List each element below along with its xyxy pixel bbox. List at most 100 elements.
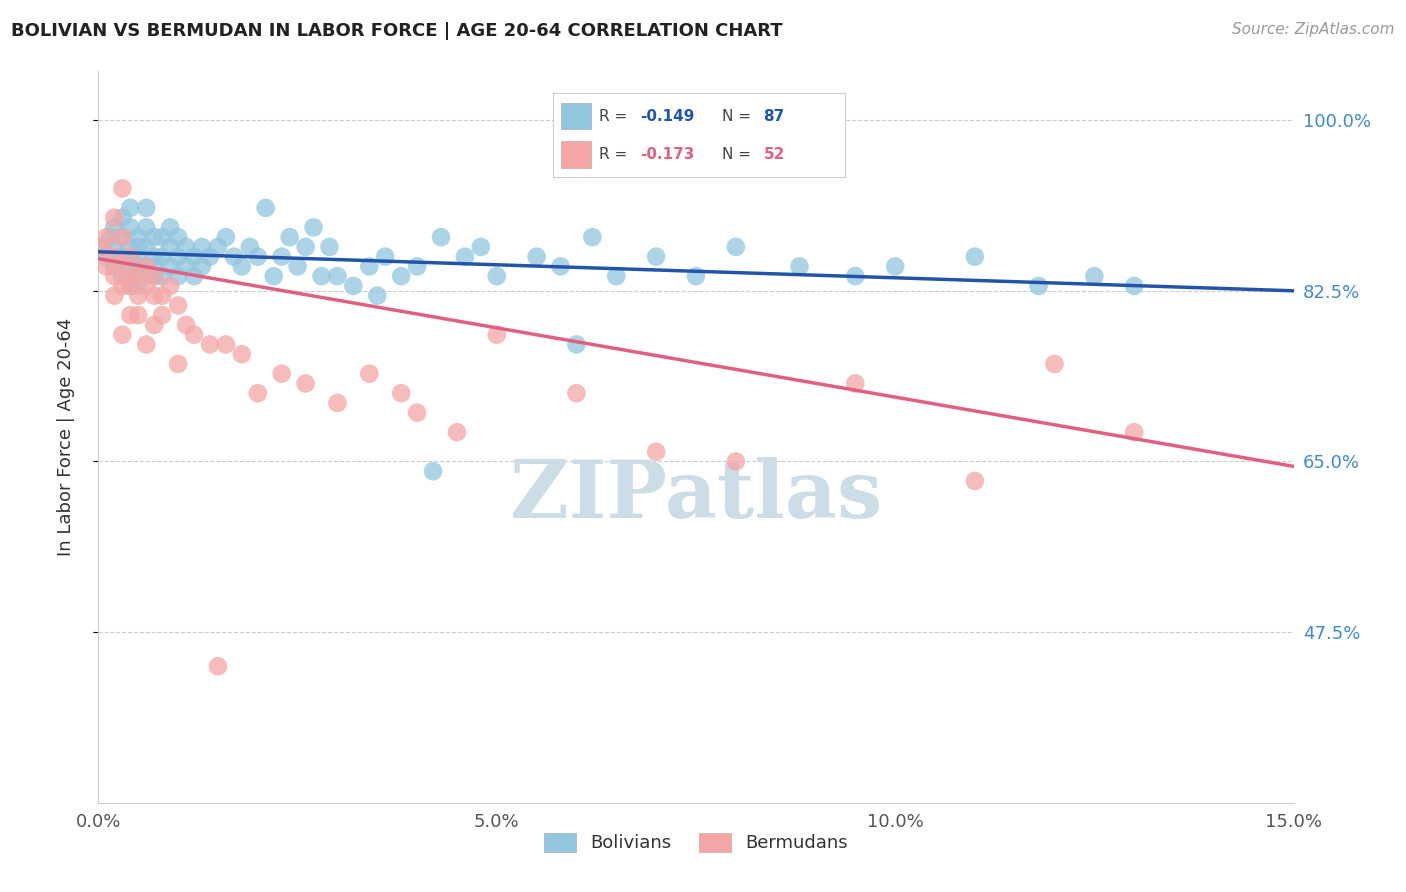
Point — [120, 240, 142, 254]
Point — [127, 308, 149, 322]
Point — [111, 230, 134, 244]
Point — [581, 230, 603, 244]
Point — [174, 318, 197, 332]
Point — [111, 230, 134, 244]
Point — [270, 250, 292, 264]
Point — [127, 230, 149, 244]
Point — [120, 220, 142, 235]
Point — [174, 260, 197, 274]
Point — [326, 396, 349, 410]
Point — [135, 220, 157, 235]
Point — [446, 425, 468, 440]
Point — [150, 288, 173, 302]
Point — [103, 220, 125, 235]
Point — [103, 269, 125, 284]
Point — [207, 240, 229, 254]
Point — [159, 220, 181, 235]
Point — [311, 269, 333, 284]
Point — [215, 337, 238, 351]
Point — [167, 298, 190, 312]
Point — [135, 240, 157, 254]
Point — [789, 260, 811, 274]
Point — [120, 279, 142, 293]
Point — [143, 288, 166, 302]
Point — [359, 367, 381, 381]
Point — [526, 250, 548, 264]
Point — [143, 260, 166, 274]
Point — [470, 240, 492, 254]
Point — [302, 220, 325, 235]
Point — [143, 269, 166, 284]
Point — [135, 260, 157, 274]
Text: Source: ZipAtlas.com: Source: ZipAtlas.com — [1232, 22, 1395, 37]
Point — [111, 181, 134, 195]
Point — [1123, 279, 1146, 293]
Point — [167, 269, 190, 284]
Point — [96, 260, 118, 274]
Point — [174, 240, 197, 254]
Point — [150, 250, 173, 264]
Point — [167, 230, 190, 244]
Point — [127, 279, 149, 293]
Point — [198, 337, 221, 351]
Point — [120, 250, 142, 264]
Point — [120, 260, 142, 274]
Point — [159, 260, 181, 274]
Point — [127, 250, 149, 264]
Point — [91, 240, 114, 254]
Point — [96, 250, 118, 264]
Point — [724, 240, 747, 254]
Point — [111, 327, 134, 342]
Point — [359, 260, 381, 274]
Point — [127, 269, 149, 284]
Point — [103, 288, 125, 302]
Point — [120, 201, 142, 215]
Point — [183, 327, 205, 342]
Point — [127, 269, 149, 284]
Point — [844, 376, 866, 391]
Point — [120, 308, 142, 322]
Point — [565, 337, 588, 351]
Point — [103, 240, 125, 254]
Point — [111, 279, 134, 293]
Point — [326, 269, 349, 284]
Point — [550, 260, 572, 274]
Point — [215, 230, 238, 244]
Text: ZIPatlas: ZIPatlas — [510, 457, 882, 534]
Point — [844, 269, 866, 284]
Legend: Bolivians, Bermudans: Bolivians, Bermudans — [536, 826, 856, 860]
Point — [159, 279, 181, 293]
Point — [103, 260, 125, 274]
Point — [246, 250, 269, 264]
Point — [222, 250, 245, 264]
Point — [963, 474, 986, 488]
Point — [318, 240, 340, 254]
Point — [159, 240, 181, 254]
Point — [406, 406, 429, 420]
Point — [127, 260, 149, 274]
Point — [183, 250, 205, 264]
Point — [605, 269, 627, 284]
Point — [963, 250, 986, 264]
Point — [191, 260, 214, 274]
Point — [135, 279, 157, 293]
Point — [207, 659, 229, 673]
Point — [135, 260, 157, 274]
Point — [111, 250, 134, 264]
Point — [143, 269, 166, 284]
Point — [1083, 269, 1105, 284]
Point — [724, 454, 747, 468]
Point — [98, 230, 122, 244]
Point — [127, 288, 149, 302]
Point — [183, 269, 205, 284]
Point — [430, 230, 453, 244]
Point — [167, 250, 190, 264]
Point — [127, 240, 149, 254]
Point — [485, 327, 508, 342]
Point — [143, 230, 166, 244]
Point — [287, 260, 309, 274]
Point — [454, 250, 477, 264]
Point — [120, 279, 142, 293]
Point — [150, 269, 173, 284]
Point — [96, 230, 118, 244]
